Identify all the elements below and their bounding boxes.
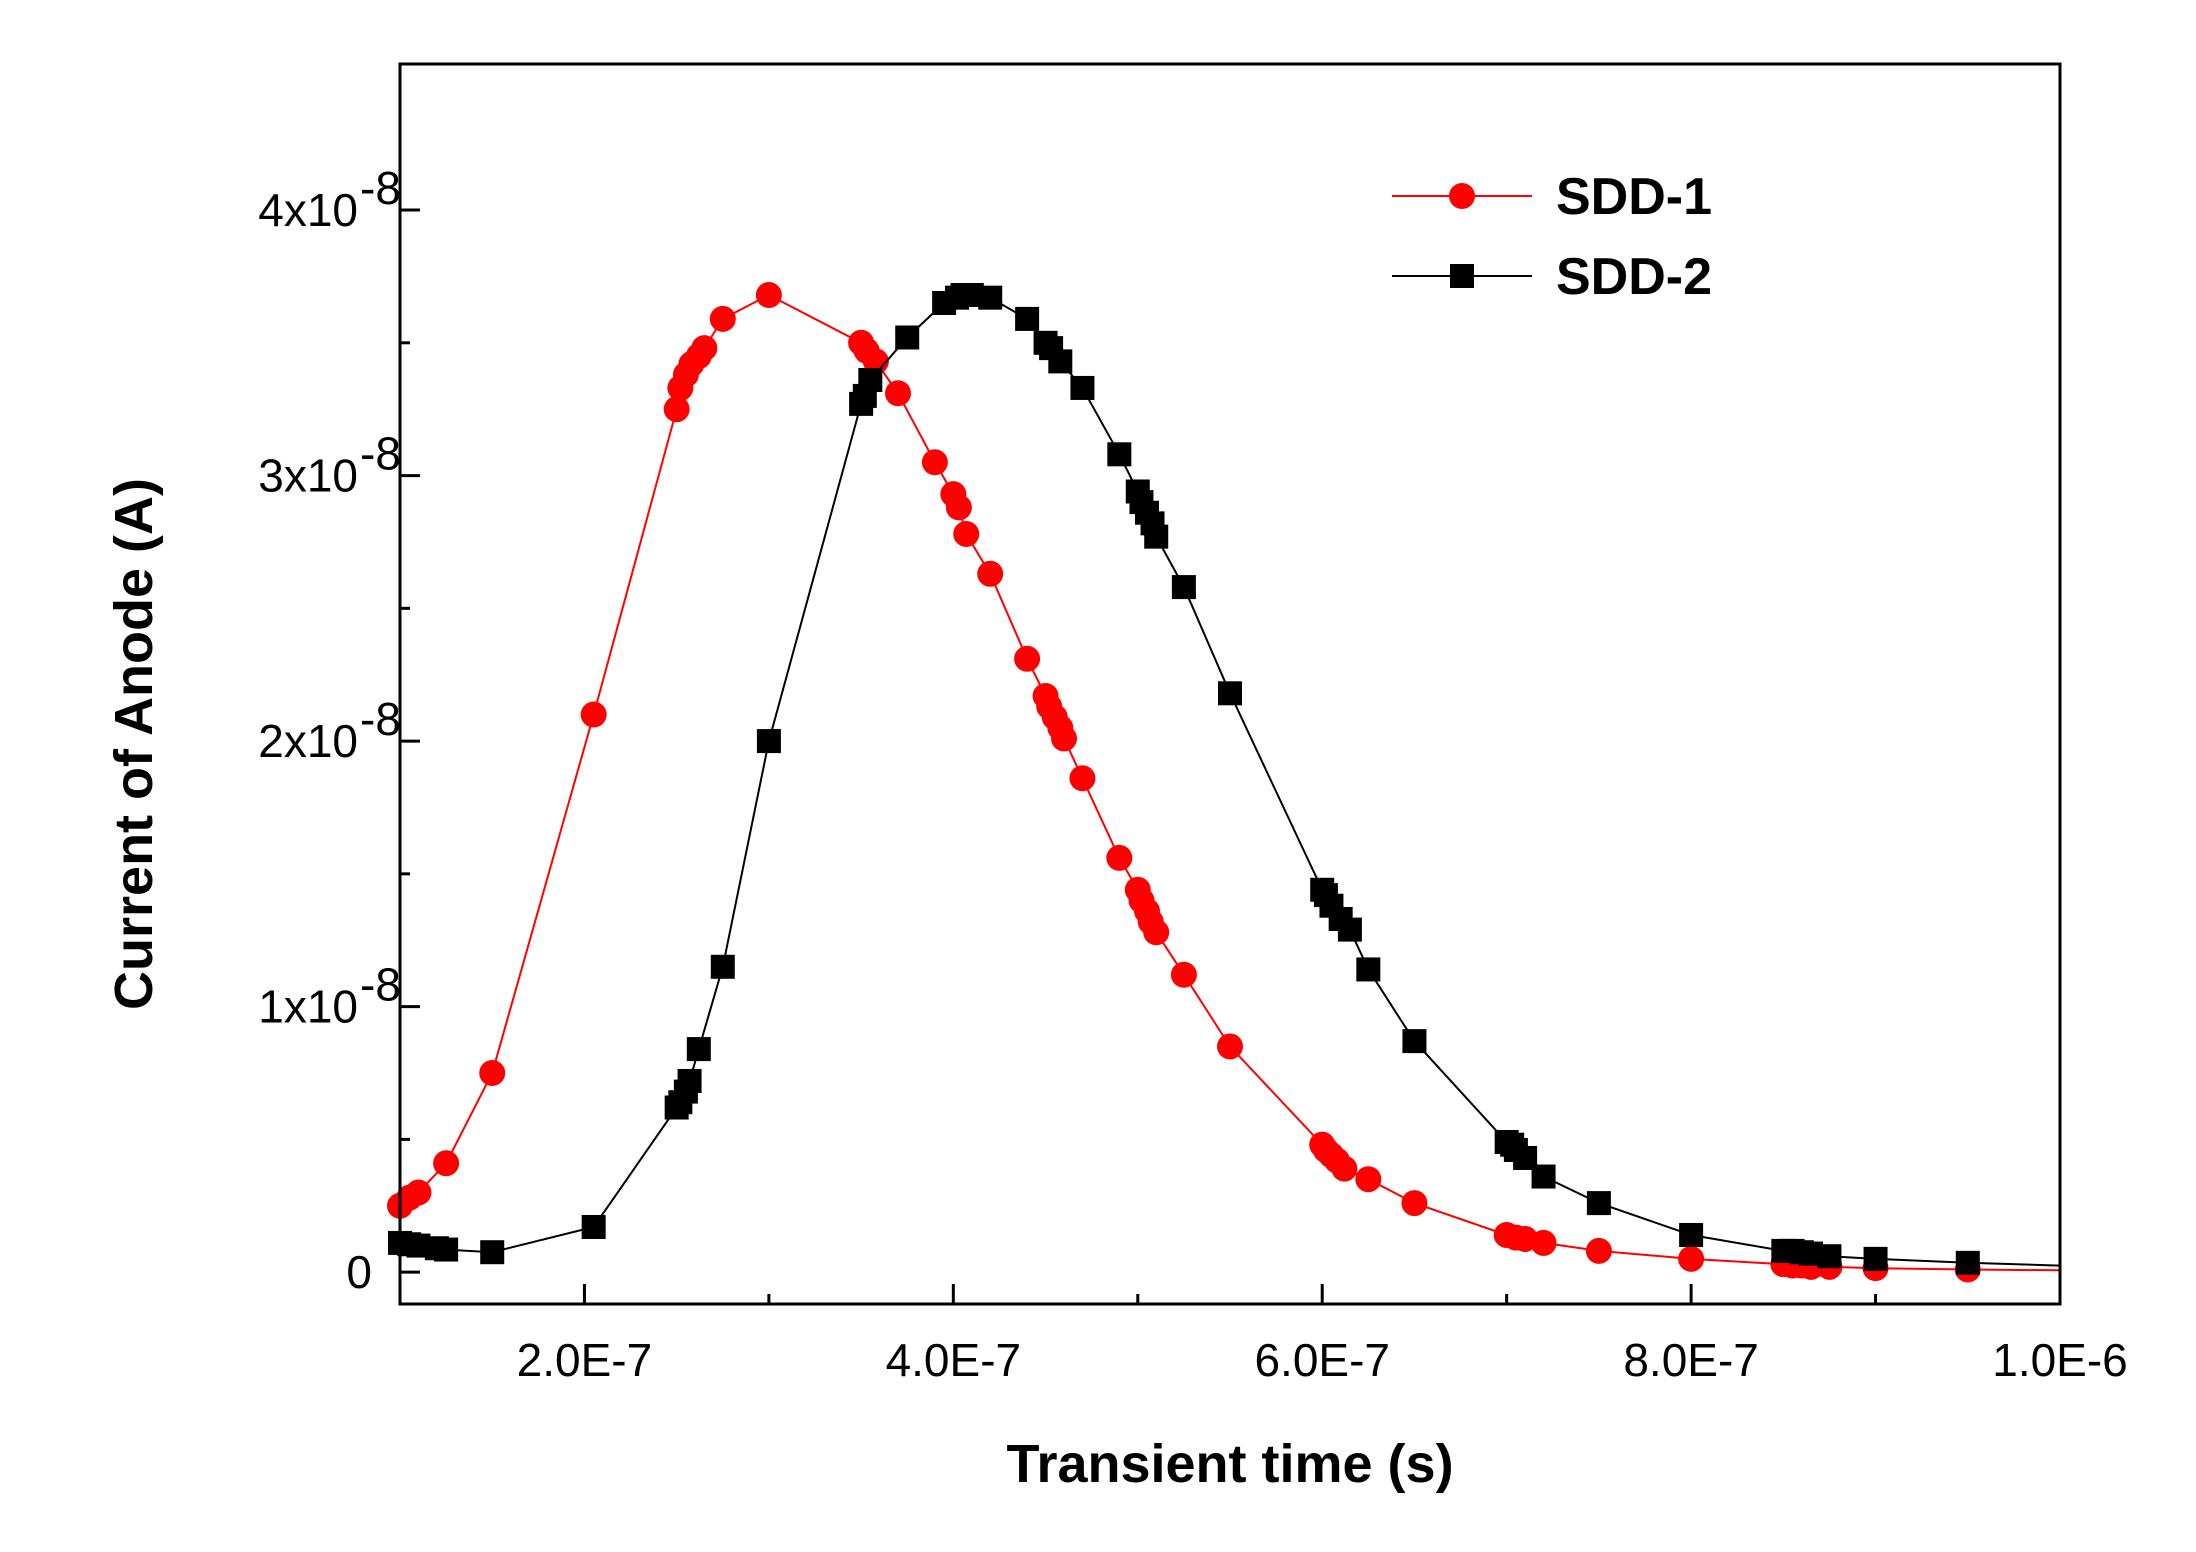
data-point: [1015, 306, 1040, 331]
data-point: [710, 954, 735, 979]
data-point: [480, 1240, 505, 1265]
data-point: [1679, 1222, 1704, 1247]
y-tick-label: 2x10 -8: [258, 693, 401, 767]
x-tick-label: 8.0E-7: [1623, 1334, 1759, 1386]
legend-label: SDD-1: [1556, 168, 1712, 226]
y-axis-title: Current of Anode (A): [104, 478, 164, 1010]
data-point: [580, 701, 607, 728]
data-point: [434, 1237, 459, 1262]
data-point: [1401, 1190, 1428, 1217]
x-axis-title: Transient time (s): [1006, 1434, 1453, 1494]
y-tick-label: 4x10 -8: [258, 162, 401, 236]
data-point: [1531, 1164, 1556, 1189]
data-point: [1107, 442, 1132, 467]
data-point: [1070, 375, 1095, 400]
data-point: [858, 367, 883, 392]
data-point: [433, 1150, 460, 1177]
data-point: [1817, 1244, 1842, 1269]
data-point: [691, 335, 718, 362]
legend: SDD-1 SDD-2: [1392, 168, 1712, 306]
data-point: [977, 560, 1004, 587]
data-point: [978, 285, 1003, 310]
data-point: [1218, 681, 1242, 706]
x-tick-label: 6.0E-7: [1254, 1334, 1390, 1386]
data-point: [1955, 1250, 1980, 1275]
data-point: [921, 449, 948, 476]
data-point: [862, 348, 889, 375]
data-point: [686, 1037, 711, 1062]
y-tick-label-exponent: -8: [360, 162, 401, 214]
data-point: [1106, 844, 1133, 871]
y-tick-label-exponent: -8: [360, 428, 401, 480]
data-point: [1530, 1229, 1557, 1256]
data-point: [953, 520, 980, 547]
data-point: [1331, 1155, 1358, 1182]
data-point: [1171, 575, 1196, 600]
data-point: [1144, 524, 1169, 549]
legend-item-sdd-1: SDD-1: [1392, 168, 1712, 226]
data-point: [1355, 1166, 1382, 1193]
data-point: [677, 1068, 702, 1093]
legend-item-sdd-2: SDD-2: [1392, 248, 1712, 306]
data-point: [1402, 1029, 1427, 1054]
data-point: [1048, 349, 1073, 374]
data-point: [663, 396, 690, 423]
data-point: [895, 325, 920, 350]
data-point: [581, 1214, 606, 1239]
y-tick-label: 3x10 -8: [258, 428, 401, 502]
series-sdd-2: [388, 283, 2061, 1275]
data-point: [945, 494, 972, 521]
data-point: [1143, 919, 1170, 946]
data-point: [1678, 1245, 1705, 1272]
series-sdd-1: [387, 282, 2061, 1283]
y-tick-label: 1x10 -8: [258, 959, 401, 1033]
y-tick-label-base: 4x10: [258, 184, 358, 236]
legend-label: SDD-2: [1556, 248, 1712, 306]
data-point: [1356, 957, 1381, 982]
data-point: [1337, 917, 1362, 942]
data-point: [479, 1059, 506, 1086]
plot-frame: [398, 62, 2062, 1306]
data-point: [1051, 725, 1077, 752]
x-axis-ticks: 2.0E-7 4.0E-7 6.0E-7 8.0E-7 1.0E-6: [517, 1284, 2128, 1386]
x-tick-label: 2.0E-7: [517, 1334, 653, 1386]
y-tick-label-exponent: -8: [360, 693, 401, 745]
y-tick-label: 0: [346, 1246, 372, 1298]
y-tick-label-exponent: -8: [360, 959, 401, 1011]
y-minor-ticks: [400, 341, 410, 1141]
legend-marker: [1449, 183, 1475, 209]
y-tick-label-base: 3x10: [258, 450, 358, 502]
data-point: [1170, 961, 1197, 988]
data-point: [709, 305, 736, 332]
data-point: [405, 1179, 432, 1206]
data-point: [1586, 1191, 1611, 1216]
y-tick-label-base: 1x10: [258, 981, 358, 1033]
data-point: [755, 282, 782, 309]
data-point: [756, 729, 781, 754]
x-minor-ticks: [767, 1294, 1878, 1304]
data-point: [1863, 1246, 1888, 1271]
x-tick-label: 4.0E-7: [886, 1334, 1022, 1386]
data-point: [885, 380, 911, 407]
y-tick-label-base: 2x10: [258, 715, 358, 767]
data-point: [1217, 1033, 1243, 1060]
legend-marker: [1450, 264, 1474, 288]
data-point: [1069, 765, 1096, 792]
plot-series: [387, 282, 2061, 1283]
x-tick-label: 1.0E-6: [1992, 1334, 2128, 1386]
data-point: [1014, 645, 1041, 672]
data-point: [1585, 1237, 1612, 1264]
